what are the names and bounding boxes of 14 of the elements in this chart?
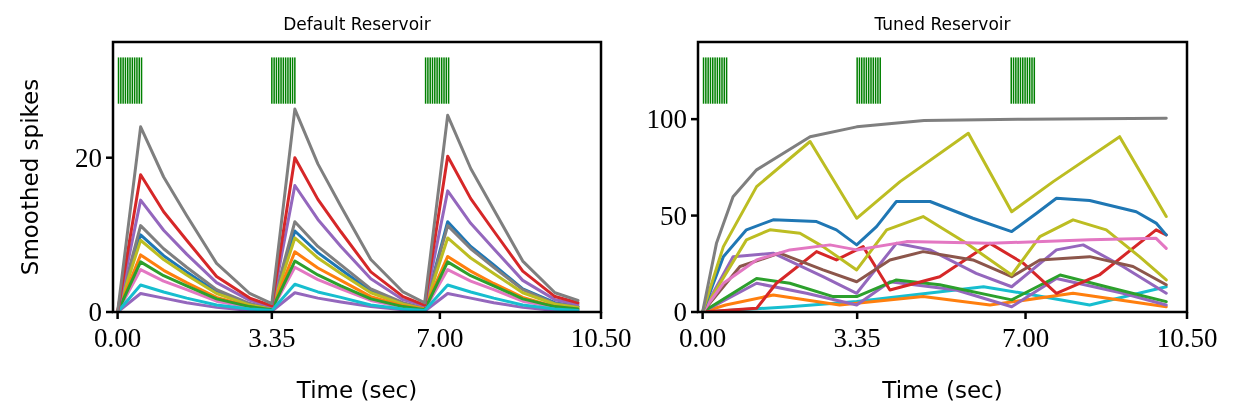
chart-title: Tuned Reservoir <box>873 14 1011 34</box>
x-tick-label: 3.35 <box>833 323 881 353</box>
y-tick-label: 100 <box>646 104 687 135</box>
x-axis-title: Time (sec) <box>881 377 1003 403</box>
x-tick-label: 10.50 <box>570 323 632 353</box>
x-tick-label: 3.35 <box>248 323 296 353</box>
y-tick-label: 50 <box>660 200 687 231</box>
x-tick-label: 7.00 <box>1001 323 1050 353</box>
chart-title: Default Reservoir <box>283 14 431 34</box>
y-tick-label: 20 <box>75 142 102 173</box>
x-axis-title: Time (sec) <box>295 377 418 403</box>
y-axis-title: Smoothed spikes <box>17 78 43 276</box>
x-tick-label: 10.50 <box>1156 323 1218 353</box>
x-tick-label: 7.00 <box>416 323 464 353</box>
